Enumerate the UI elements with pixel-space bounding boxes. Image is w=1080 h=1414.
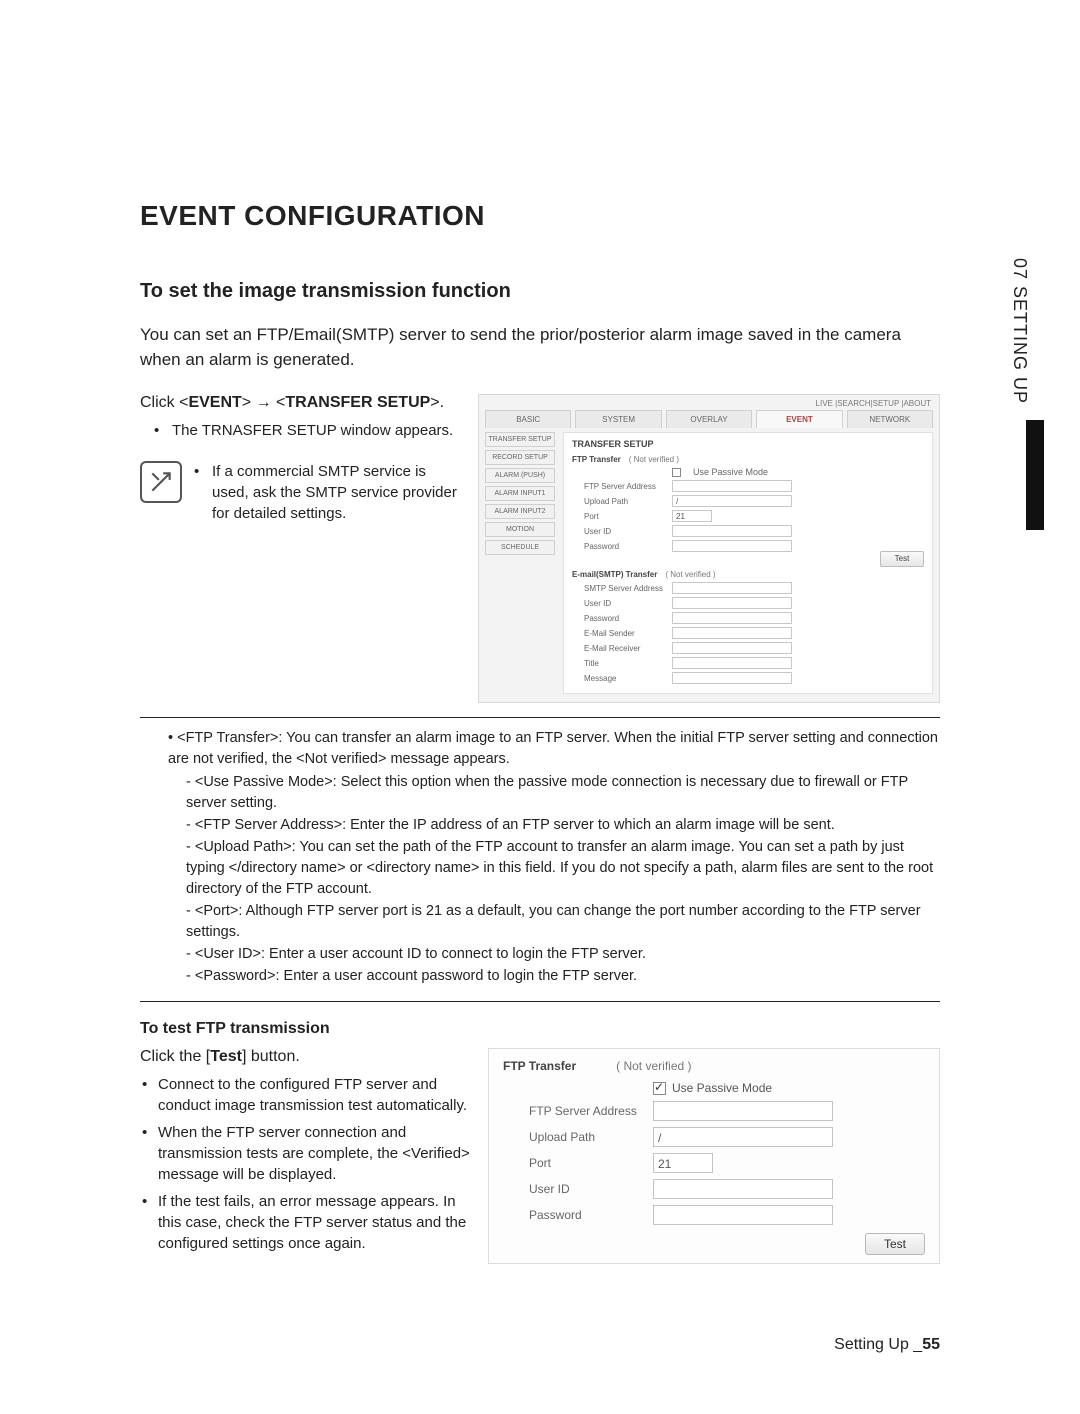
test-button[interactable]: Test <box>880 551 924 567</box>
click-instruction: Click <EVENT> → <TRANSFER SETUP>. <box>140 394 460 412</box>
note-icon <box>140 461 182 503</box>
divider <box>140 1001 940 1002</box>
page-title: EVENT CONFIGURATION <box>140 200 940 232</box>
tab-overlay[interactable]: OVERLAY <box>666 410 752 428</box>
sidebar-item[interactable]: TRANSFER SETUP <box>485 432 555 447</box>
password-input[interactable] <box>672 540 792 552</box>
side-menu: TRANSFER SETUP RECORD SETUP ALARM (PUSH)… <box>485 432 555 694</box>
ftp-group-title: FTP Transfer <box>572 455 621 464</box>
page-footer: Setting Up _55 <box>834 1336 940 1354</box>
ftp-test-screenshot: FTP Transfer ( Not verified ) Use Passiv… <box>488 1048 940 1264</box>
upload-path-input[interactable]: / <box>653 1127 833 1147</box>
ftp-title: FTP Transfer <box>503 1059 576 1073</box>
ftp-addr-input[interactable] <box>672 480 792 492</box>
test-ftp-heading: To test FTP transmission <box>140 1020 940 1038</box>
userid-input[interactable] <box>653 1179 833 1199</box>
side-black-tab <box>1026 420 1044 530</box>
section-heading: To set the image transmission function <box>140 280 940 303</box>
bullet-window-appears: The TRNASFER SETUP window appears. <box>172 420 460 441</box>
ftp-status: ( Not verified ) <box>616 1059 691 1073</box>
sidebar-item[interactable]: ALARM INPUT2 <box>485 504 555 519</box>
smtp-group-title: E-mail(SMTP) Transfer <box>572 570 657 579</box>
userid-input[interactable] <box>672 525 792 537</box>
tab-network[interactable]: NETWORK <box>847 410 933 428</box>
upload-path-input[interactable]: / <box>672 495 792 507</box>
chapter-side-label: 07 SETTING UP <box>1009 258 1030 404</box>
password-input[interactable] <box>653 1205 833 1225</box>
passive-checkbox[interactable] <box>653 1082 666 1095</box>
transfer-setup-screenshot: LIVE |SEARCH|SETUP |ABOUT BASIC SYSTEM O… <box>478 394 940 703</box>
tab-system[interactable]: SYSTEM <box>575 410 661 428</box>
ftp-status: ( Not verified ) <box>629 455 679 464</box>
test-button[interactable]: Test <box>865 1233 925 1255</box>
panel-header: TRANSFER SETUP <box>572 439 924 449</box>
definitions: <FTP Transfer>: You can transfer an alar… <box>140 728 940 987</box>
test-bullet: If the test fails, an error message appe… <box>158 1191 470 1254</box>
tab-basic[interactable]: BASIC <box>485 410 571 428</box>
tab-event[interactable]: EVENT <box>756 410 842 428</box>
top-tabs: BASIC SYSTEM OVERLAY EVENT NETWORK <box>479 410 939 428</box>
click-test-line: Click the [Test] button. <box>140 1048 470 1066</box>
test-bullet: Connect to the configured FTP server and… <box>158 1074 470 1116</box>
sidebar-item[interactable]: RECORD SETUP <box>485 450 555 465</box>
ftp-addr-input[interactable] <box>653 1101 833 1121</box>
divider <box>140 717 940 718</box>
section-lead: You can set an FTP/Email(SMTP) server to… <box>140 323 940 372</box>
sidebar-item[interactable]: ALARM (PUSH) <box>485 468 555 483</box>
sidebar-item[interactable]: SCHEDULE <box>485 540 555 555</box>
test-bullet: When the FTP server connection and trans… <box>158 1122 470 1185</box>
passive-checkbox[interactable] <box>672 468 681 477</box>
sidebar-item[interactable]: ALARM INPUT1 <box>485 486 555 501</box>
sidebar-item[interactable]: MOTION <box>485 522 555 537</box>
port-input[interactable]: 21 <box>672 510 712 522</box>
note-text: If a commercial SMTP service is used, as… <box>212 461 460 524</box>
smtp-status: ( Not verified ) <box>665 570 715 579</box>
breadcrumb: LIVE |SEARCH|SETUP |ABOUT <box>479 395 939 410</box>
port-input[interactable]: 21 <box>653 1153 713 1173</box>
